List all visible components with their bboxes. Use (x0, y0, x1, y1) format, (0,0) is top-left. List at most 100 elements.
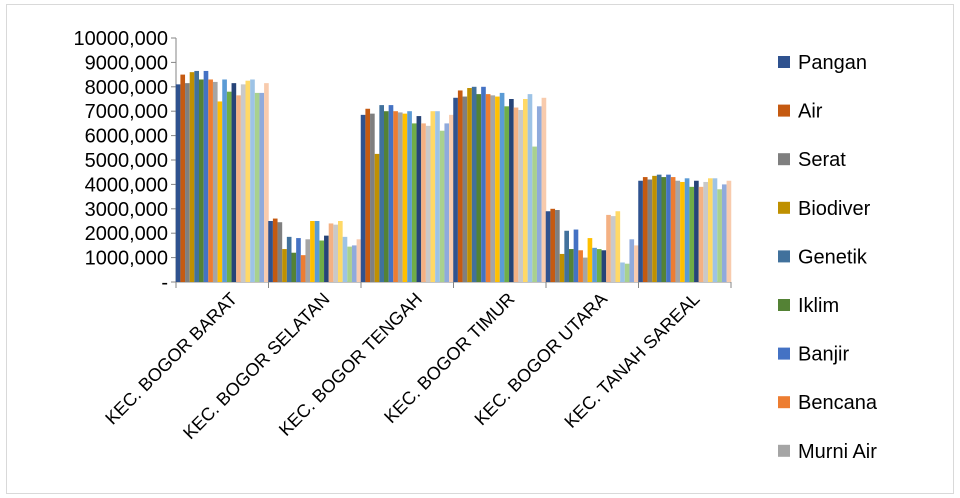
bar-series-20-6 (726, 180, 732, 282)
bar-series-19-2 (351, 245, 357, 282)
legend-swatch (778, 396, 790, 409)
bar-air-1 (180, 74, 186, 282)
bar-series-16-2 (338, 221, 343, 282)
legend-item: Air (778, 101, 823, 123)
bar-series-17-2 (342, 236, 348, 282)
bar-iklim-5 (569, 249, 574, 282)
bar-series-17-1 (250, 79, 255, 282)
bar-series-20-4 (541, 97, 547, 282)
bar-air-4 (457, 90, 463, 283)
legend-item: Pangan (778, 52, 867, 74)
bar-series-14-2 (328, 223, 334, 282)
bar-series-16-4 (523, 99, 528, 282)
bar-series-18-2 (347, 246, 352, 282)
legend-item: Serat (778, 149, 846, 171)
bar-genetik-5 (564, 230, 569, 282)
legend-label: Bencana (798, 392, 878, 414)
bar-series-15-2 (333, 224, 338, 282)
bar-series-20-2 (356, 239, 362, 282)
bar-iklim-3 (384, 111, 389, 282)
legend-swatch (778, 347, 790, 360)
bar-series-20-3 (449, 114, 454, 282)
bar-series-10-3 (402, 113, 408, 282)
bar-series-17-3 (435, 111, 440, 282)
legend-swatch (778, 444, 790, 457)
bar-pangan-6 (638, 180, 643, 282)
legend-swatch (778, 56, 790, 68)
bar-series-14-6 (698, 186, 704, 282)
bar-series-20-5 (634, 245, 639, 282)
bar-series-19-1 (259, 92, 265, 283)
bar-banjir-3 (388, 105, 394, 282)
bar-series-13-2 (324, 235, 329, 282)
y-tick-label: 6000,000 (85, 126, 168, 148)
bar-series-19-6 (721, 184, 727, 282)
y-tick-label: 5000,000 (85, 150, 168, 172)
bar-series-18-4 (532, 146, 537, 282)
bar-series-10-6 (680, 181, 685, 282)
bar-biodiver-3 (374, 153, 380, 282)
legend-item: Biodiver (778, 198, 871, 220)
bar-genetik-6 (656, 174, 662, 282)
bar-bencana-3 (393, 111, 398, 282)
bar-series-12-3 (411, 123, 417, 283)
legend-item: Banjir (778, 344, 849, 366)
bar-series-15-4 (518, 109, 523, 282)
legend-swatch (778, 201, 790, 214)
bar-biodiver-1 (189, 72, 195, 282)
bar-series-12-5 (596, 249, 602, 282)
bar-banjir-4 (481, 86, 486, 282)
bar-bencana-2 (300, 255, 306, 282)
bar-genetik-2 (286, 236, 292, 282)
bar-series-10-2 (310, 221, 315, 282)
bar-series-13-3 (416, 116, 422, 282)
bar-series-10-5 (587, 238, 593, 282)
bar-series-17-4 (527, 94, 533, 283)
bar-series-19-5 (629, 239, 635, 282)
bar-bencana-5 (578, 250, 583, 282)
legend-item: Iklim (778, 295, 839, 317)
bar-murni-air-4 (490, 95, 496, 282)
legend-item: Genetik (778, 246, 868, 268)
bar-banjir-1 (203, 70, 209, 282)
y-tick-label: 9000,000 (85, 52, 168, 74)
bar-series-18-5 (624, 263, 630, 282)
bar-biodiver-6 (652, 175, 657, 282)
bar-iklim-2 (291, 252, 297, 282)
y-tick-label: 8000,000 (85, 77, 168, 99)
bar-genetik-3 (379, 105, 384, 282)
y-tick-label: 3000,000 (85, 199, 168, 221)
bar-murni-air-3 (397, 112, 403, 282)
bar-bencana-6 (670, 177, 676, 282)
legend-label: Pangan (798, 52, 867, 74)
bar-pangan-4 (453, 97, 458, 282)
bar-series-13-1 (231, 83, 237, 282)
bar-series-13-6 (694, 180, 699, 282)
bar-series-16-5 (615, 211, 621, 282)
bar-series-11-4 (499, 92, 505, 283)
bar-series-19-4 (536, 106, 542, 282)
bar-banjir-2 (296, 238, 301, 282)
bar-series-16-6 (708, 178, 713, 282)
bar-murni-air-6 (675, 180, 681, 282)
x-category-label: KEC. BOGOR SELATAN (179, 289, 333, 443)
legend-swatch (778, 153, 790, 166)
bar-serat-2 (277, 222, 283, 282)
y-tick-label: 10000,000 (73, 28, 168, 50)
bar-serat-4 (462, 96, 468, 282)
bar-bencana-4 (485, 94, 491, 283)
bar-air-3 (365, 108, 371, 282)
bar-series-13-5 (601, 250, 607, 282)
bar-air-2 (272, 218, 278, 282)
legend-swatch (778, 299, 790, 311)
bar-serat-6 (647, 179, 653, 282)
bar-series-10-4 (495, 96, 500, 282)
bar-series-14-3 (421, 123, 426, 283)
bar-iklim-1 (199, 79, 204, 282)
bar-series-14-5 (606, 214, 611, 282)
bar-series-20-1 (264, 83, 269, 282)
legend-swatch (778, 104, 790, 117)
bar-serat-3 (370, 113, 375, 282)
bar-genetik-1 (194, 70, 199, 282)
y-tick-label: - (161, 272, 168, 294)
